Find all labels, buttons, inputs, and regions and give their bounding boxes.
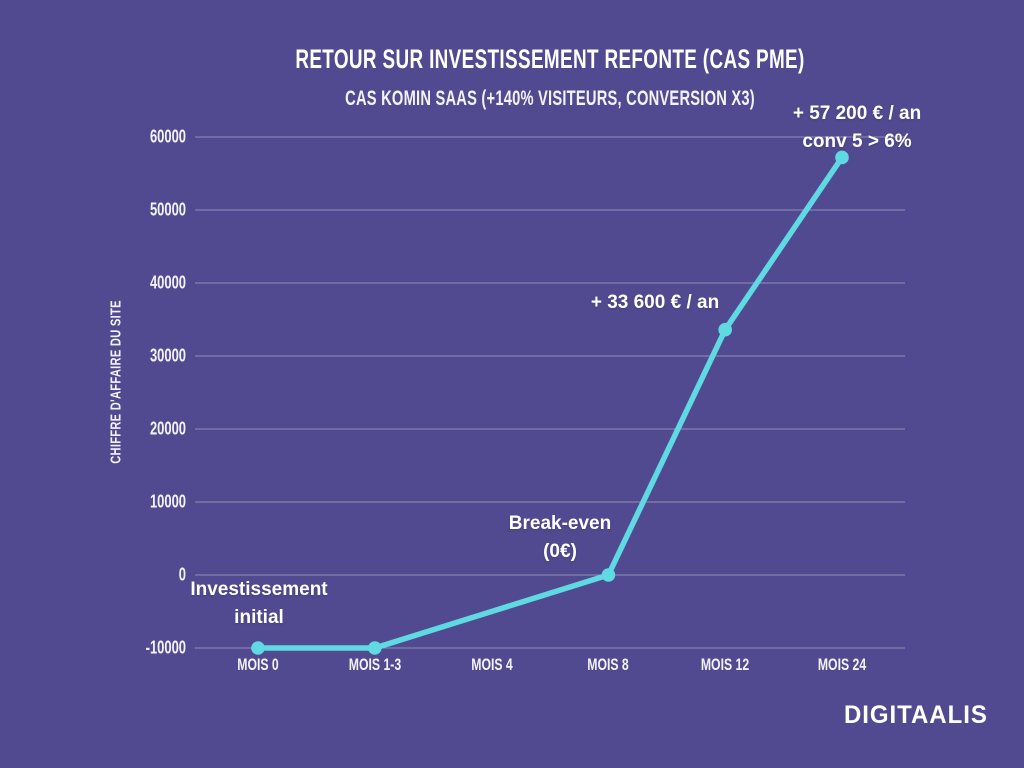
annotation-mois-24-gain: + 57 200 € / an conv 5 > 6%	[792, 103, 922, 152]
x-tick-label: MOIS 8	[587, 655, 630, 674]
data-point-marker	[601, 568, 616, 582]
y-axis-title: CHIFFRE D'AFFAIRE DU SITE	[107, 300, 125, 464]
chart-subtitle: CAS KOMIN SAAS (+140% VISITEURS, CONVERS…	[345, 87, 755, 110]
y-tick-label: 50000	[149, 199, 186, 220]
data-point-marker	[251, 641, 265, 655]
x-tick-label: MOIS 4	[470, 655, 513, 674]
x-tick-label: MOIS 24	[817, 655, 867, 674]
x-tick-label: MOIS 1-3	[348, 655, 401, 674]
x-tick-label: MOIS 12	[701, 655, 750, 674]
y-tick-label: 10000	[149, 491, 186, 512]
data-point-marker	[368, 641, 382, 655]
chart-title: RETOUR SUR INVESTISSEMENT REFONTE (CAS P…	[295, 44, 805, 74]
digitaalis-logo: DIGITAALIS	[844, 701, 988, 729]
y-tick-label: 40000	[149, 272, 186, 293]
data-point-marker	[718, 322, 732, 337]
y-tick-label: 30000	[149, 345, 186, 366]
x-tick-label: MOIS 0	[237, 655, 279, 674]
y-tick-label: 60000	[149, 126, 186, 147]
annotation-mois-12-gain: + 33 600 € / an	[590, 292, 720, 313]
y-tick-label: 0	[178, 564, 186, 585]
y-tick-label: 20000	[149, 418, 186, 439]
annotation-break-even: Break-even (0€)	[508, 513, 612, 562]
annotation-investissement-initial: Investissement initial	[190, 579, 328, 628]
y-tick-label: -10000	[145, 637, 186, 658]
roi-series-line	[255, 154, 845, 651]
data-point-marker	[835, 150, 849, 165]
